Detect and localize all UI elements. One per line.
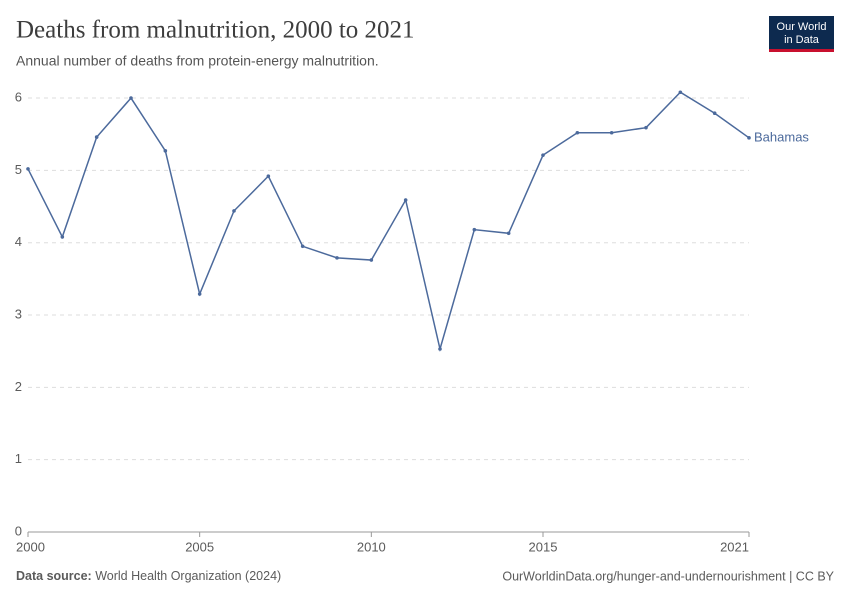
- y-tick-label: 4: [15, 234, 22, 249]
- point: [369, 258, 374, 262]
- point: [609, 130, 614, 135]
- point: [60, 235, 65, 239]
- y-tick-label: 3: [15, 306, 22, 321]
- point: [335, 256, 339, 260]
- legend-label: Bahamas: [754, 129, 809, 144]
- point: [129, 96, 133, 100]
- point: [575, 130, 580, 135]
- point: [472, 227, 477, 232]
- chart-title: Deaths from malnutrition, 2000 to 2021: [16, 17, 415, 44]
- x-tick-label: 2000: [16, 539, 45, 554]
- x-tick-label: 2010: [357, 539, 386, 554]
- point: [747, 136, 751, 140]
- footer-link[interactable]: OurWorldinData.org/hunger-and-undernouri…: [502, 569, 834, 583]
- point: [712, 111, 717, 116]
- source-text: World Health Organization (2024): [95, 569, 281, 583]
- x-tick-label: 2015: [529, 539, 558, 554]
- point: [644, 125, 648, 130]
- point: [94, 135, 99, 139]
- point: [300, 244, 305, 249]
- x-tick-label: 2005: [185, 539, 214, 554]
- logo-text: in Data: [784, 34, 820, 46]
- point: [266, 174, 271, 178]
- logo[interactable]: Our World in Data: [769, 16, 834, 52]
- point: [26, 167, 30, 171]
- logo-stripe: [769, 49, 834, 52]
- y-tick-label: 6: [15, 89, 22, 104]
- y-tick-label: 2: [15, 379, 22, 394]
- point: [438, 347, 442, 351]
- y-tick-label: 5: [15, 162, 22, 177]
- point: [541, 153, 545, 157]
- point: [506, 231, 511, 236]
- source: Data source: World Health Organization (…: [16, 569, 281, 583]
- chart-subtitle: Annual number of deaths from protein-ene…: [16, 53, 379, 69]
- logo-box: [769, 16, 834, 52]
- source-label: Data source:: [16, 569, 92, 583]
- logo-text: Our World: [777, 21, 827, 33]
- point: [163, 149, 168, 153]
- x-tick-label: 2021: [720, 539, 749, 554]
- point: [678, 90, 683, 95]
- point: [232, 209, 236, 213]
- y-tick-label: 0: [15, 523, 22, 538]
- point: [197, 292, 202, 296]
- point: [403, 198, 408, 202]
- y-tick-label: 1: [15, 451, 22, 466]
- series-line: [27, 91, 750, 353]
